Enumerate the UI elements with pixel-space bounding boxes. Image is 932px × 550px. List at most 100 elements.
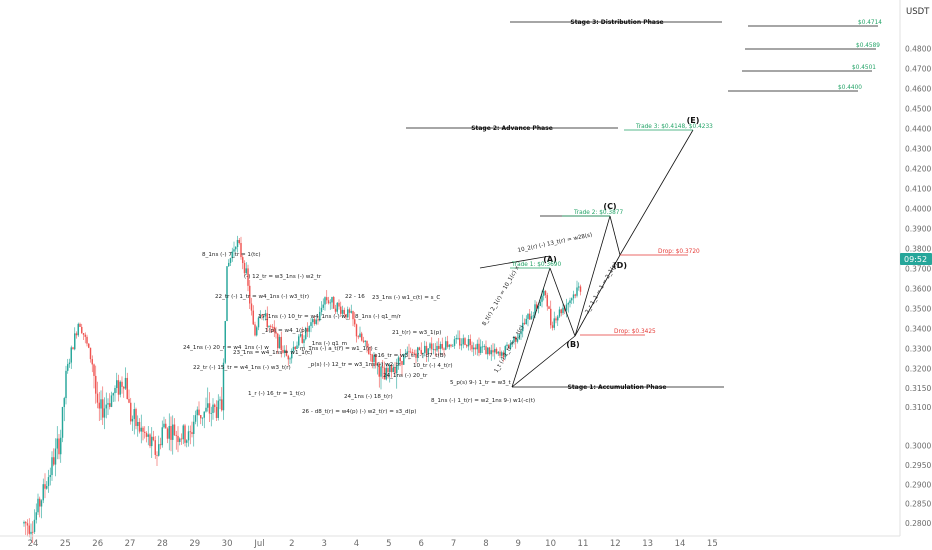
- candle-body: [305, 327, 307, 340]
- candle-body: [131, 418, 134, 422]
- candle-body: [28, 525, 30, 534]
- candle-body: [51, 457, 53, 476]
- candle-body: [347, 309, 349, 318]
- candle-body: [450, 344, 452, 347]
- candle-body: [187, 431, 190, 441]
- candle-body: [527, 313, 529, 319]
- candle-body: [63, 398, 65, 408]
- candle-body: [369, 354, 372, 355]
- x-tick-label: 28: [157, 539, 168, 549]
- candle-body: [483, 346, 485, 347]
- candle-body: [212, 404, 214, 414]
- candle-body: [263, 316, 265, 318]
- wave-count-annotation: 1_t (-) 1_tr = 1_t(c): [494, 325, 526, 374]
- x-tick-label: 11: [578, 539, 589, 549]
- candle-body: [208, 403, 211, 414]
- price-axis[interactable]: 0.4800 0.4700 0.4600 0.4500 0.4400 0.4300 0.42…: [899, 0, 931, 536]
- candle-body: [355, 324, 358, 337]
- y-tick-label: 0.4500: [905, 105, 931, 114]
- candle-body: [385, 367, 387, 380]
- wave-count-annotation: 2_r 1_1 = 1 = 2_1(p): [585, 262, 619, 315]
- y-tick-label: 0.4100: [905, 185, 931, 194]
- candle-body: [203, 411, 205, 418]
- candle-body: [298, 336, 300, 346]
- wave-count-annotation: _1(p) = w4_1(p): [261, 328, 307, 334]
- candle-body: [214, 404, 216, 407]
- wave-count-annotation: m_1ns (-) a_t(r) = w1_1(r) c: [300, 346, 378, 352]
- x-tick-label: 14: [675, 539, 686, 549]
- candle-body: [287, 355, 289, 360]
- y-tick-label: 0.3400: [905, 325, 931, 334]
- time-axis[interactable]: 24 25 26 27 28 29 30 Jul 2 3 4 5 6 7 8 9 10 11 12 13 14 15: [0, 535, 900, 549]
- candle-body: [98, 402, 100, 409]
- x-tick-label: 8: [483, 539, 488, 549]
- candle-body: [296, 345, 298, 349]
- candle-body: [299, 334, 302, 337]
- candle-body: [403, 354, 405, 365]
- candle-body: [471, 345, 473, 350]
- candle-body: [61, 407, 64, 438]
- candle-body: [33, 519, 36, 532]
- candle-body: [268, 325, 270, 328]
- candle-body: [25, 522, 27, 524]
- candle-body: [133, 409, 135, 419]
- candle-body: [378, 363, 380, 377]
- candle-body: [366, 340, 368, 348]
- candle-body: [93, 364, 95, 376]
- wave-count-annotation: 26 - d8_t(r) = w4(p) (-) w2_t(r) = s3_d(…: [302, 409, 416, 415]
- candle-body: [338, 302, 340, 307]
- candle-body: [289, 358, 291, 360]
- candle-body: [147, 434, 149, 437]
- candle-body: [165, 423, 167, 429]
- candle-body: [418, 347, 421, 351]
- wave-count-annotation: 8_1ns (-) 1_t(r) = w2_1ns 9-) w1(-c(t): [431, 398, 535, 404]
- candle-body: [161, 427, 163, 446]
- candle-body: [555, 318, 557, 321]
- unit-label: USDT: [906, 7, 930, 17]
- candle-body: [494, 348, 496, 353]
- candle-body: [506, 344, 508, 347]
- candle-body: [359, 333, 361, 338]
- x-tick-label: 12: [610, 539, 621, 549]
- candle-body: [413, 352, 415, 354]
- candle-body: [324, 297, 326, 305]
- x-tick-label: 27: [125, 539, 136, 549]
- candle-body: [200, 414, 202, 419]
- candle-body: [352, 311, 354, 320]
- candle-body: [522, 322, 524, 332]
- candle-body: [82, 333, 85, 335]
- wave-count-annotation: 23_1ns = w4_1ns = w1_1(c): [233, 350, 312, 356]
- candle-body: [452, 345, 454, 347]
- candle-body: [180, 438, 183, 440]
- candle-body: [100, 399, 102, 409]
- y-tick-label: 0.4400: [905, 125, 931, 134]
- candle-body: [252, 310, 254, 325]
- candle-body: [508, 344, 510, 349]
- candle-body: [46, 486, 48, 489]
- candle-body: [441, 343, 443, 349]
- candle-body: [156, 454, 158, 456]
- candle-body: [256, 327, 258, 336]
- candle-body: [429, 343, 431, 349]
- candle-body: [373, 355, 375, 362]
- y-tick-label: 0.3800: [905, 245, 931, 254]
- candle-body: [112, 393, 114, 396]
- candle-body: [562, 307, 564, 314]
- x-tick-label: 26: [92, 539, 103, 549]
- candle-body: [201, 417, 204, 419]
- candle-body: [343, 309, 345, 315]
- candle-body: [154, 440, 156, 455]
- wave-label: (D): [613, 261, 627, 270]
- candle-body: [485, 346, 487, 355]
- candle-body: [254, 324, 256, 336]
- candle-body: [340, 306, 342, 314]
- candle-body: [481, 346, 484, 348]
- x-tick-label: 7: [451, 539, 456, 549]
- candle-body: [75, 333, 78, 336]
- candle-body: [273, 326, 275, 332]
- candle-body: [502, 352, 505, 358]
- candle-body: [102, 399, 104, 418]
- y-tick-label: 0.4000: [905, 205, 931, 214]
- candle-body: [376, 363, 379, 366]
- candle-body: [243, 263, 246, 274]
